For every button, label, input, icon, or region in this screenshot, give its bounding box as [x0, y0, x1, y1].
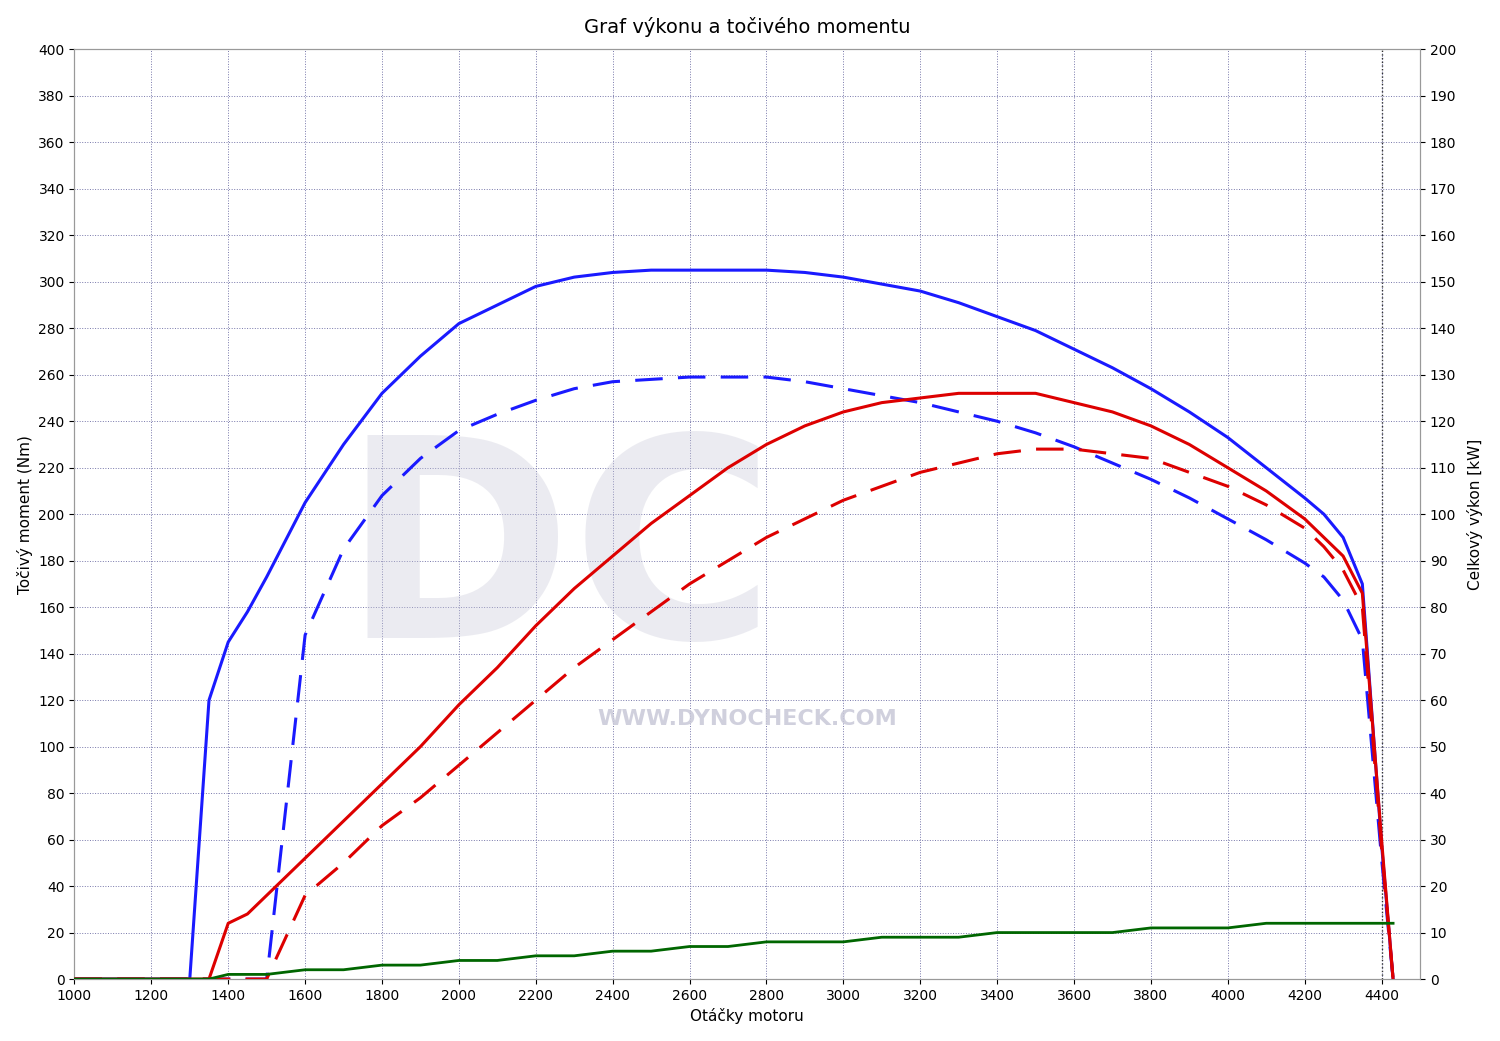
Text: DC: DC — [342, 426, 776, 695]
Title: Graf výkonu a točivého momentu: Graf výkonu a točivého momentu — [584, 17, 910, 36]
X-axis label: Otáčky motoru: Otáčky motoru — [690, 1009, 804, 1024]
Text: WWW.DYNOCHECK.COM: WWW.DYNOCHECK.COM — [597, 709, 897, 729]
Y-axis label: Točivý moment (Nm): Točivý moment (Nm) — [16, 435, 33, 593]
Y-axis label: Celkový výkon [kW]: Celkový výkon [kW] — [1467, 438, 1484, 590]
